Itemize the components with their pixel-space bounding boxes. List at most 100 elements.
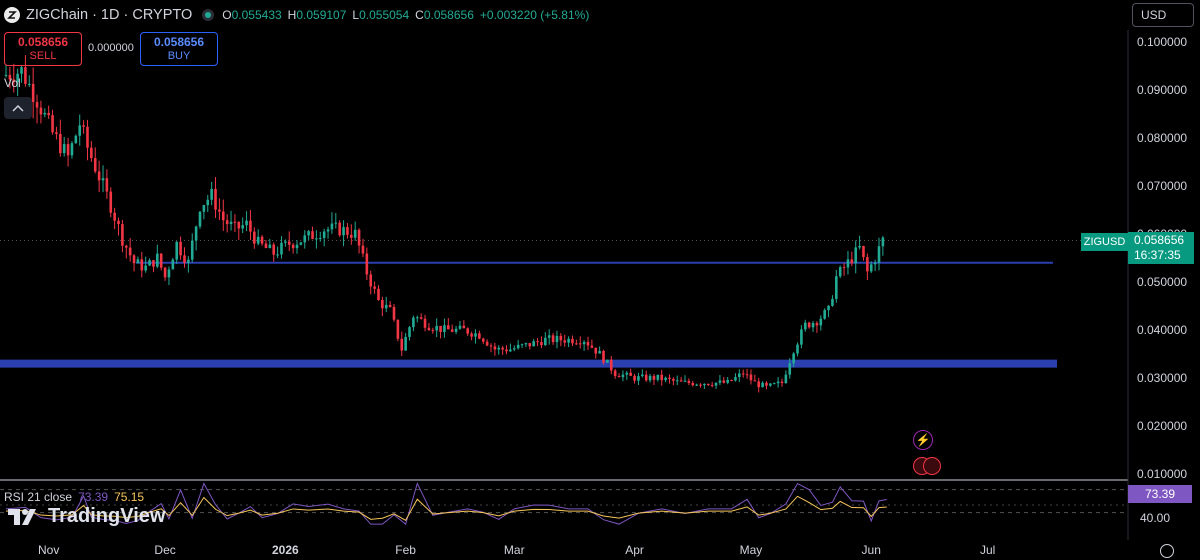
candle-body: [136, 259, 140, 264]
candle-body: [121, 224, 124, 246]
candle-body: [175, 241, 179, 260]
candle-body: [462, 325, 466, 329]
candle-body: [734, 377, 737, 381]
candle-body: [691, 383, 695, 386]
candle-body: [225, 220, 229, 225]
candle-body: [877, 246, 881, 263]
ohlc-values: O0.055433 H0.059107 L0.055054 C0.058656 …: [222, 8, 589, 22]
candle-body: [190, 240, 194, 260]
candle-body: [62, 144, 66, 154]
candle-body: [264, 243, 268, 249]
sell-button[interactable]: 0.058656 SELL: [4, 32, 82, 66]
candle-body: [850, 259, 854, 264]
close-label: C: [415, 8, 424, 22]
candle-body: [726, 379, 729, 383]
candle-body: [357, 229, 361, 246]
candle-body: [423, 318, 427, 328]
candle-body: [629, 372, 632, 376]
buy-button[interactable]: 0.058656 BUY: [140, 32, 218, 66]
candle-body: [365, 253, 369, 275]
candle-body: [43, 112, 47, 115]
candle-body: [311, 231, 314, 239]
candle-body: [466, 328, 470, 334]
open-label: O: [222, 8, 232, 22]
chart-header: ZIGChain · 1D · CRYPTO O0.055433 H0.0591…: [0, 0, 589, 30]
candle-body: [458, 325, 462, 329]
symbol-title[interactable]: ZIGChain · 1D · CRYPTO: [26, 7, 193, 23]
candle-body: [214, 188, 217, 210]
candle-body: [447, 325, 450, 330]
candle-body: [815, 323, 819, 326]
candle-body: [738, 373, 741, 378]
candle-body: [287, 241, 291, 245]
candle-body: [683, 380, 687, 382]
candle-body: [772, 383, 776, 385]
collapse-indicators-button[interactable]: [4, 97, 32, 119]
candle-body: [761, 382, 764, 388]
tradingview-logo[interactable]: TradingView: [8, 505, 165, 528]
candle-body: [497, 347, 501, 350]
candle-body: [675, 380, 679, 382]
buy-label: BUY: [167, 50, 191, 62]
time-tick-label: 2026: [272, 543, 299, 557]
volume-label: Vol: [4, 76, 21, 90]
rsi-ma-line: [5, 495, 887, 522]
candle-body: [478, 333, 481, 339]
candle-body: [330, 223, 334, 230]
last-price-value: 0.058656: [1134, 233, 1185, 247]
candle-body: [280, 242, 283, 255]
candle-body: [307, 231, 310, 236]
candle-body: [862, 245, 865, 258]
time-tick-label: Mar: [503, 543, 525, 557]
candle-body: [400, 338, 404, 351]
economic-events-icon[interactable]: [913, 457, 943, 477]
candle-body: [8, 74, 12, 80]
candle-body: [551, 335, 555, 343]
candle-body: [78, 125, 82, 136]
lightning-event-icon[interactable]: ⚡: [913, 430, 933, 450]
currency-selector[interactable]: USD: [1132, 3, 1194, 27]
candle-body: [276, 254, 279, 256]
candle-body: [350, 234, 353, 238]
candle-body: [156, 253, 159, 267]
price-tick-label: 0.100000: [1137, 35, 1188, 49]
candle-body: [776, 381, 780, 384]
candle-body: [559, 335, 563, 341]
candle-body: [218, 209, 221, 212]
candle-body: [575, 343, 578, 345]
settings-icon[interactable]: [1160, 544, 1174, 558]
spread-value: 0.000000: [88, 42, 134, 54]
candle-body: [427, 327, 431, 331]
candle-body: [346, 227, 349, 235]
candle-body: [807, 322, 811, 328]
high-label: H: [287, 8, 297, 22]
candle-body: [563, 340, 567, 343]
candle-body: [703, 383, 706, 386]
candle-body: [93, 158, 97, 172]
candle-body: [260, 236, 264, 244]
chevron-up-icon: [12, 104, 24, 112]
candle-body: [470, 333, 473, 337]
candle-body: [505, 349, 508, 352]
low-value: 0.055054: [359, 8, 410, 22]
candle-body: [532, 341, 535, 347]
candle-body: [117, 220, 120, 225]
candle-body: [842, 267, 846, 269]
candle-body: [86, 126, 89, 148]
candle-body: [617, 376, 621, 378]
candle-body: [648, 375, 652, 381]
candle-body: [233, 221, 237, 223]
time-tick-label: Nov: [38, 543, 60, 557]
time-tick-label: Feb: [395, 543, 416, 557]
candle-body: [454, 328, 458, 332]
candle-body: [105, 178, 109, 192]
candle-body: [4, 74, 8, 76]
time-tick-label: Dec: [154, 543, 176, 557]
candle-body: [229, 221, 233, 225]
candle-body: [210, 188, 213, 200]
candle-body: [16, 73, 19, 83]
candle-body: [524, 343, 528, 345]
market-status-icon[interactable]: [202, 9, 215, 21]
candle-body: [128, 247, 132, 256]
